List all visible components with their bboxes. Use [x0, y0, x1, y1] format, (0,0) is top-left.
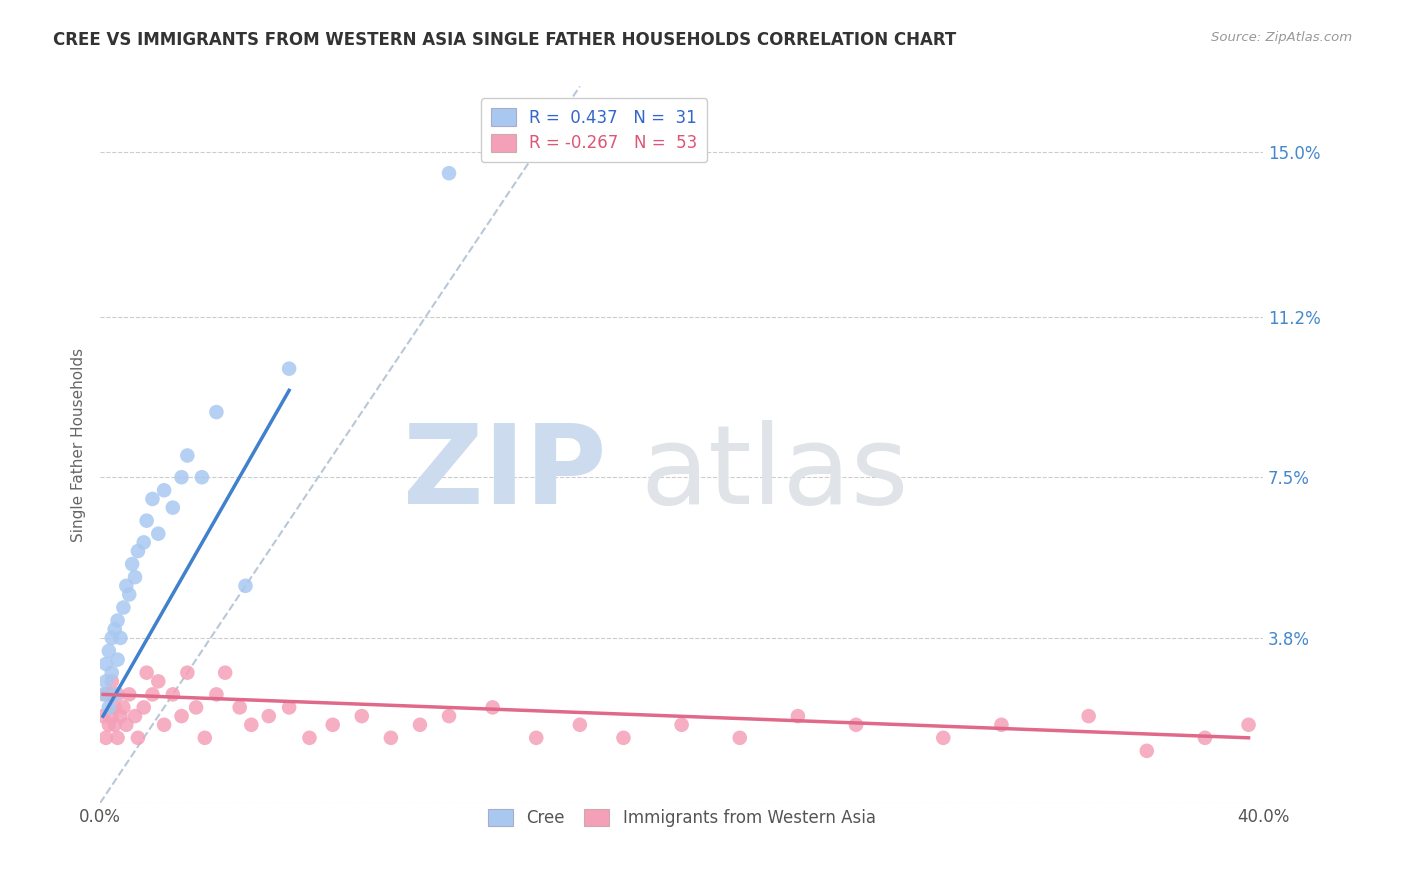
Point	[176, 665, 198, 680]
Point	[170, 470, 193, 484]
Point	[115, 579, 138, 593]
Point	[104, 700, 127, 714]
Point	[481, 700, 503, 714]
Y-axis label: Single Father Households: Single Father Households	[72, 348, 86, 541]
Point	[107, 731, 129, 745]
Point	[153, 483, 176, 498]
Point	[612, 731, 634, 745]
Point	[845, 718, 868, 732]
Point	[162, 500, 184, 515]
Point	[176, 449, 198, 463]
Point	[990, 718, 1012, 732]
Point	[1077, 709, 1099, 723]
Point	[568, 718, 591, 732]
Text: ZIP: ZIP	[402, 420, 606, 527]
Point	[124, 709, 146, 723]
Point	[135, 514, 157, 528]
Point	[121, 557, 143, 571]
Point	[1237, 718, 1260, 732]
Point	[91, 709, 114, 723]
Point	[94, 674, 117, 689]
Point	[127, 731, 149, 745]
Point	[228, 700, 250, 714]
Point	[524, 731, 547, 745]
Point	[118, 587, 141, 601]
Point	[132, 535, 155, 549]
Point	[205, 405, 228, 419]
Point	[115, 718, 138, 732]
Point	[278, 700, 301, 714]
Point	[184, 700, 207, 714]
Point	[112, 700, 135, 714]
Point	[104, 622, 127, 636]
Point	[191, 470, 214, 484]
Point	[107, 687, 129, 701]
Point	[107, 614, 129, 628]
Point	[214, 665, 236, 680]
Point	[110, 631, 132, 645]
Point	[124, 570, 146, 584]
Point	[257, 709, 280, 723]
Point	[104, 687, 127, 701]
Point	[786, 709, 808, 723]
Point	[97, 687, 120, 701]
Point	[148, 526, 170, 541]
Point	[100, 709, 122, 723]
Point	[932, 731, 955, 745]
Point	[322, 718, 344, 732]
Point	[437, 166, 460, 180]
Point	[194, 731, 217, 745]
Text: CREE VS IMMIGRANTS FROM WESTERN ASIA SINGLE FATHER HOUSEHOLDS CORRELATION CHART: CREE VS IMMIGRANTS FROM WESTERN ASIA SIN…	[53, 31, 956, 49]
Point	[170, 709, 193, 723]
Point	[141, 687, 163, 701]
Point	[135, 665, 157, 680]
Point	[298, 731, 321, 745]
Point	[91, 687, 114, 701]
Point	[107, 653, 129, 667]
Text: atlas: atlas	[640, 420, 908, 527]
Text: Source: ZipAtlas.com: Source: ZipAtlas.com	[1212, 31, 1353, 45]
Point	[409, 718, 432, 732]
Point	[97, 700, 120, 714]
Point	[728, 731, 751, 745]
Point	[148, 674, 170, 689]
Point	[162, 687, 184, 701]
Point	[94, 731, 117, 745]
Point	[380, 731, 402, 745]
Point	[1136, 744, 1159, 758]
Point	[100, 674, 122, 689]
Point	[278, 361, 301, 376]
Point	[112, 600, 135, 615]
Point	[100, 665, 122, 680]
Point	[100, 631, 122, 645]
Point	[437, 709, 460, 723]
Point	[153, 718, 176, 732]
Point	[240, 718, 263, 732]
Point	[235, 579, 257, 593]
Point	[118, 687, 141, 701]
Point	[205, 687, 228, 701]
Point	[97, 718, 120, 732]
Point	[97, 644, 120, 658]
Point	[141, 491, 163, 506]
Point	[94, 657, 117, 671]
Point	[127, 544, 149, 558]
Point	[1194, 731, 1216, 745]
Legend: Cree, Immigrants from Western Asia: Cree, Immigrants from Western Asia	[481, 803, 883, 834]
Point	[94, 687, 117, 701]
Point	[671, 718, 693, 732]
Point	[132, 700, 155, 714]
Point	[104, 718, 127, 732]
Point	[350, 709, 373, 723]
Point	[110, 709, 132, 723]
